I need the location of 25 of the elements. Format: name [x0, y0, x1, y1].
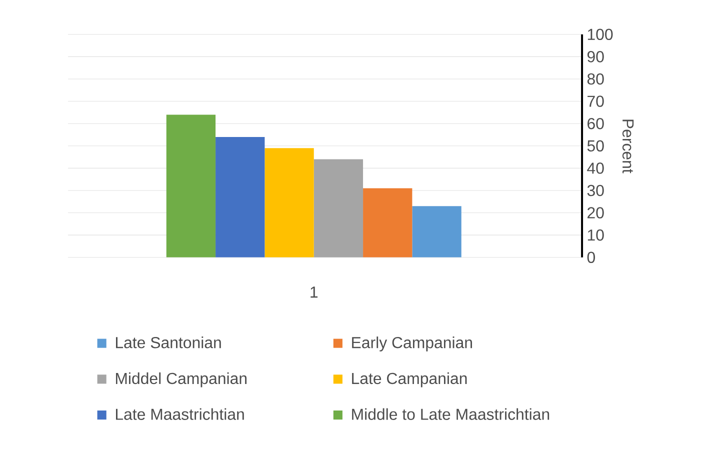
legend-label: Late Santonian — [116, 336, 221, 348]
y-axis-title: Percent — [622, 120, 634, 174]
legend-label: Late Campanian — [352, 372, 467, 388]
x-tick-label: 1 — [310, 286, 318, 298]
legend-label: Late Maastrichtian — [116, 408, 244, 420]
bar — [264, 148, 314, 258]
y-tick-label: 80 — [587, 73, 604, 85]
bar — [216, 136, 265, 258]
legend-label: Early Campanian — [352, 336, 472, 352]
y-tick-label: 40 — [587, 162, 604, 174]
y-tick-label: 70 — [588, 96, 604, 107]
y-tick-label: 50 — [587, 140, 604, 152]
bar — [166, 114, 216, 258]
bar — [412, 206, 462, 258]
legend-label: Middel Campanian — [116, 372, 247, 388]
y-tick-label: 100 — [588, 28, 613, 40]
bar — [314, 159, 364, 258]
y-tick-label: 90 — [587, 51, 604, 62]
bar — [363, 188, 412, 258]
y-tick-label: 10 — [588, 229, 604, 241]
y-tick-label: 60 — [588, 118, 604, 130]
y-tick-label: 0 — [587, 252, 595, 264]
legend-label: Middle to Late Maastrichtian — [352, 408, 550, 420]
y-tick-label: 30 — [587, 184, 604, 196]
y-tick-label: 20 — [588, 207, 604, 218]
